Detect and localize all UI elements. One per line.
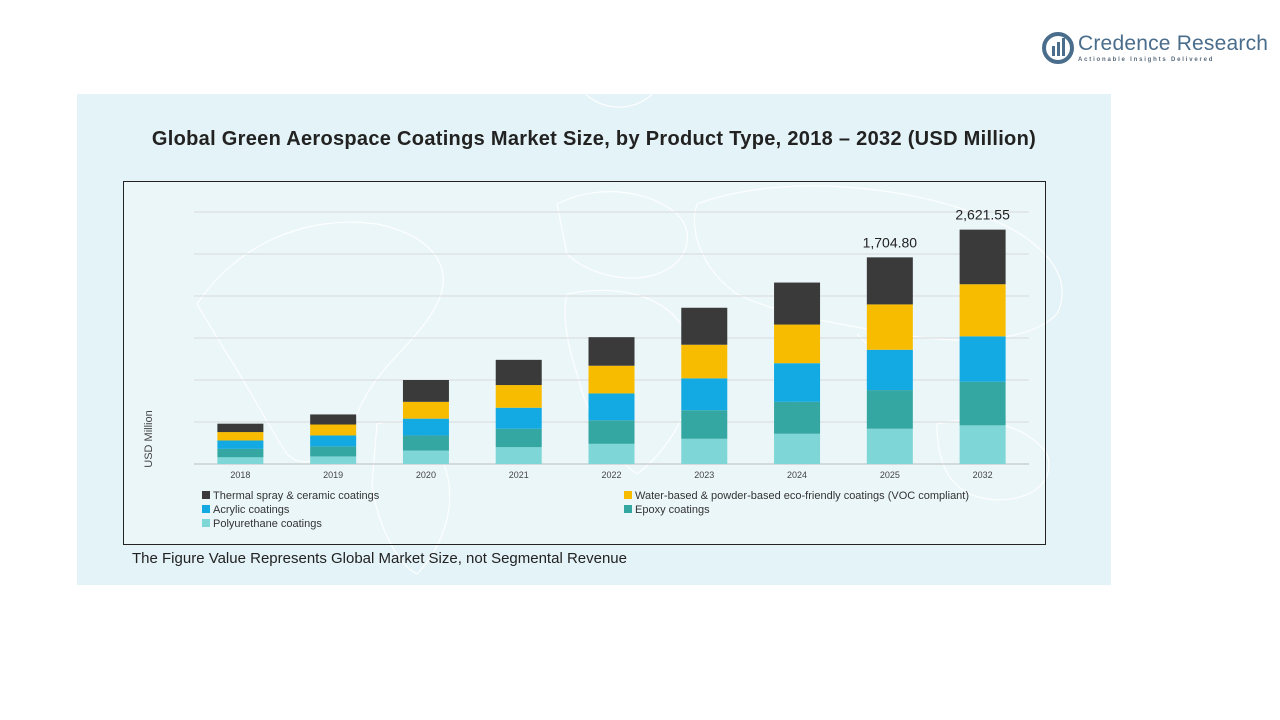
- chart-plot: 2018 2019 2020 2021 2022 2023 2024 2025 2032 1,7…: [194, 207, 1029, 480]
- data-labels: 1,704.80 2,621.55: [863, 207, 1010, 251]
- bar-segment: [310, 435, 357, 447]
- bar-segment: [774, 324, 821, 364]
- bar-segment: [866, 349, 913, 391]
- bar-segment: [495, 447, 542, 464]
- x-tick-label: 2019: [323, 470, 343, 480]
- bar-segment: [217, 440, 264, 449]
- x-tick-label: 2018: [230, 470, 250, 480]
- bar-segment: [217, 423, 264, 433]
- bar-segment: [402, 380, 449, 402]
- bar-segment: [310, 456, 357, 464]
- chart-frame: 2018 2019 2020 2021 2022 2023 2024 2025 2032 1,7…: [123, 181, 1046, 545]
- bar-segment: [402, 401, 449, 419]
- bar-segment: [402, 435, 449, 451]
- x-tick-label: 2022: [601, 470, 621, 480]
- x-tick-label: 2023: [694, 470, 714, 480]
- bar-segment: [959, 381, 1006, 426]
- bar-segment: [959, 229, 1006, 285]
- bar-segment: [681, 344, 728, 379]
- bar-segment: [866, 428, 913, 464]
- bar-segment: [959, 336, 1006, 382]
- bar-segment: [495, 359, 542, 386]
- bar-segment: [588, 393, 635, 421]
- bar-segment: [310, 446, 357, 457]
- x-tick-label: 2032: [973, 470, 993, 480]
- bar-segment: [774, 401, 821, 434]
- x-tick-label: 2021: [509, 470, 529, 480]
- bar-segment: [681, 410, 728, 439]
- bar-segment: [217, 457, 264, 464]
- chart-panel: Global Green Aerospace Coatings Market S…: [77, 94, 1111, 585]
- bar-segment: [495, 428, 542, 448]
- bar-segment: [866, 257, 913, 305]
- brand-logo: Credence Research Actionable Insights De…: [1040, 30, 1268, 70]
- bars: [217, 229, 1006, 464]
- brand-name: Credence Research: [1078, 32, 1269, 55]
- bar-segment: [217, 448, 264, 458]
- bar-segment: [959, 425, 1006, 464]
- bar-segment: [866, 390, 913, 429]
- bar-segment: [588, 365, 635, 394]
- bar-segment: [774, 282, 821, 325]
- bar-segment: [681, 307, 728, 345]
- bar-segment: [681, 378, 728, 411]
- world-map-background: [196, 94, 1063, 575]
- bar-segment: [310, 424, 357, 436]
- data-label: 1,704.80: [863, 234, 918, 250]
- x-tick-label: 2024: [787, 470, 807, 480]
- bar-segment: [866, 304, 913, 350]
- bar-segment: [495, 385, 542, 408]
- bar-segment: [402, 450, 449, 464]
- bar-segment: [774, 363, 821, 402]
- x-tick-labels: 2018 2019 2020 2021 2022 2023 2024 2025 2032: [230, 470, 992, 480]
- bar-segment: [402, 418, 449, 436]
- bar-segment: [588, 337, 635, 366]
- x-tick-label: 2020: [416, 470, 436, 480]
- bar-segment: [588, 420, 635, 444]
- credence-logo-icon: [1042, 32, 1074, 64]
- bar-segment: [774, 433, 821, 464]
- bar-segment: [681, 438, 728, 464]
- bar-segment: [310, 414, 357, 425]
- y-axis-label: USD Million: [143, 410, 155, 468]
- bar-segment: [495, 407, 542, 429]
- bar-segment: [959, 284, 1006, 337]
- chart-title: Global Green Aerospace Coatings Market S…: [151, 128, 1037, 150]
- bar-segment: [588, 443, 635, 464]
- footnote: The Figure Value Represents Global Marke…: [132, 550, 627, 567]
- brand-tagline: Actionable Insights Delivered: [1078, 57, 1215, 63]
- data-label: 2,621.55: [955, 207, 1010, 223]
- bar-segment: [217, 432, 264, 441]
- x-tick-label: 2025: [880, 470, 900, 480]
